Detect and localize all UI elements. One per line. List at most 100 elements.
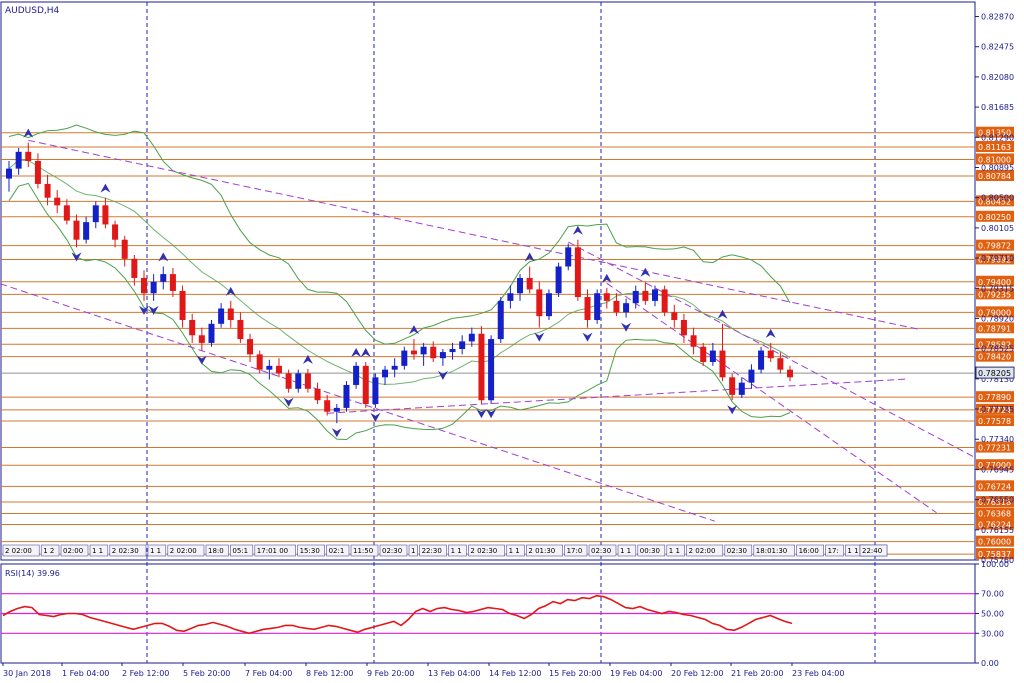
candle-body [83,222,90,240]
level-price-label: 0.77578 [978,417,1011,426]
fractal-up-arrow-icon [717,309,728,319]
candle-body [594,293,601,320]
level-price-label: 0.77724 [978,406,1011,415]
level-price-tag [976,306,1014,318]
candle-body [353,365,360,385]
vline-label: 1 1 [451,547,462,555]
vline-label: 05:1 [232,547,248,555]
candle-body [218,308,225,324]
level-price-tag [976,253,1014,265]
vline-label-box [506,544,525,557]
trend-line [0,283,715,522]
rsi-tick-label: 100.00 [981,560,1009,569]
level-price-label: 0.76000 [978,538,1011,547]
fractal-up-arrow-icon [225,286,236,296]
level-price-tag [976,548,1014,560]
vline-label-box [825,544,844,557]
candle-body [160,274,167,282]
candle-body [729,377,736,395]
candle-body [34,160,41,184]
vline-label: 17:01 00 [257,547,288,555]
vline-label-box [379,544,408,557]
vline-label: 1 1 [92,547,103,555]
candle-body [545,293,552,317]
level-price-label: 0.75837 [978,550,1011,559]
candle-body [439,352,446,359]
level-price-tag [976,126,1014,138]
vline-label: 2 02:00 [689,547,716,555]
candle-body [497,300,504,340]
time-axis-label: 1 Feb 04:00 [62,669,109,678]
fractal-up-arrow-icon [100,183,111,193]
vline-label-box [254,544,296,557]
candle-body [449,349,456,353]
candle-body [362,365,369,405]
candle-body [391,365,398,370]
fractal-up-arrow-icon [524,252,535,262]
vline-label-box [350,544,379,557]
vline-label: 15:30 [300,547,320,555]
level-price-label: 0.79400 [978,278,1011,287]
vline-label: 02:30 [727,547,747,555]
fractal-down-arrow-icon [534,332,545,342]
candle-body [700,346,707,363]
rsi-label: RSI(14) 39.96 [5,569,60,578]
fractal-down-arrow-icon [486,409,497,419]
candle-body [285,373,292,389]
vline-label: 02:30 [591,547,611,555]
level-price-label: 0.80784 [978,172,1011,181]
level-price-tag [976,507,1014,519]
time-axis-label: 14 Feb 12:00 [489,669,541,678]
level-price-label: 0.79872 [978,242,1011,251]
candle-body [536,289,543,317]
level-price-label: 0.78582 [978,340,1011,349]
time-axis-label: 13 Feb 04:00 [428,669,480,678]
vline-label: 22:30 [422,547,442,555]
fractal-down-arrow-icon [148,305,159,315]
candle-body [73,220,80,240]
vline-label-box [230,544,254,557]
level-price-tag [976,518,1014,530]
level-price-tag [976,239,1014,251]
vline-label-box [205,544,229,557]
candle-body [63,205,70,221]
level-price-tag [976,322,1014,334]
candle-body [574,247,581,298]
vline-label: 1 1 [150,547,161,555]
candle-body [198,335,205,343]
middle-band [8,159,791,385]
level-price-tag [976,415,1014,427]
fractal-down-arrow-icon [621,322,632,332]
vline-label: 2 01:30 [528,547,555,555]
vline-label: 1 1 [509,547,520,555]
candle-body [526,277,533,290]
price-tick-label: 0.82475 [981,43,1014,52]
candle-body [584,297,591,320]
trend-line [28,139,919,330]
candle-body [401,350,408,366]
level-price-label: 0.80250 [978,213,1011,222]
vline-label-box [686,544,724,557]
level-price-tag [976,496,1014,508]
fractal-down-arrow-icon [71,252,82,262]
price-tick-label: 0.80895 [981,163,1014,172]
level-price-tag [976,391,1014,403]
candle-body [652,289,659,301]
candle-body [112,224,119,240]
candle-body [767,350,774,359]
candle-body [54,197,61,206]
time-axis-label: 23 Feb 04:00 [792,669,844,678]
level-price-label: 0.76368 [978,510,1011,519]
fractal-up-arrow-icon [408,325,419,335]
price-tick-label: 0.82870 [981,13,1014,22]
fractal-down-arrow-icon [138,305,149,315]
symbol-label: AUDUSD,H4 [5,6,60,16]
level-price-label: 0.76224 [978,521,1011,530]
rsi-line [2,594,793,635]
time-axis-label: 2 Feb 12:00 [122,669,169,678]
vline-label: 1 1 [669,547,680,555]
price-tick-label: 0.81290 [981,133,1014,142]
candle-body [555,266,562,294]
vline-label-box [89,544,109,557]
